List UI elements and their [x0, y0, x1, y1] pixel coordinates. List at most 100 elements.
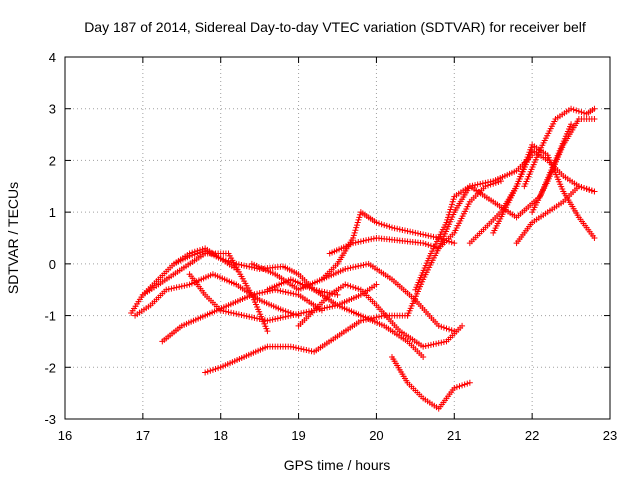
data-point: [316, 306, 323, 313]
data-point: [355, 263, 362, 270]
series-trace-11: [318, 209, 458, 283]
data-point: [407, 228, 414, 235]
data-point: [357, 317, 364, 324]
data-point: [163, 286, 170, 293]
data-point: [207, 367, 214, 374]
data-point: [350, 284, 357, 291]
data-point: [370, 235, 377, 242]
data-point: [305, 347, 312, 354]
data-point: [285, 313, 292, 320]
data-point: [355, 285, 362, 292]
series-trace-20: [529, 116, 598, 216]
data-point: [292, 291, 299, 298]
data-point: [222, 257, 229, 264]
data-point: [351, 229, 358, 236]
data-point: [404, 228, 411, 235]
data-point: [356, 214, 363, 221]
data-point: [295, 345, 302, 352]
data-point: [256, 290, 263, 297]
data-point: [570, 106, 577, 113]
data-point: [459, 322, 466, 329]
y-tick-label: -3: [44, 412, 56, 427]
data-point: [446, 326, 453, 333]
data-point: [482, 179, 489, 186]
data-point: [583, 185, 590, 192]
data-point: [373, 281, 380, 288]
data-point: [425, 232, 432, 239]
data-point: [430, 341, 437, 348]
data-point: [440, 324, 447, 331]
data-point: [383, 222, 390, 229]
data-point: [422, 241, 429, 248]
data-point: [573, 107, 580, 114]
data-point: [241, 262, 248, 269]
plot-frame: [64, 56, 611, 420]
data-point: [427, 233, 434, 240]
data-point: [303, 347, 310, 354]
data-point: [440, 339, 447, 346]
data-point: [168, 285, 175, 292]
data-point: [370, 314, 377, 321]
data-point: [272, 286, 279, 293]
data-point: [280, 288, 286, 295]
x-tick-label: 22: [525, 428, 539, 443]
data-point: [581, 185, 588, 192]
data-point: [420, 343, 427, 350]
data-point: [235, 311, 242, 318]
data-point: [450, 196, 457, 203]
data-point: [329, 303, 336, 310]
data-point: [425, 342, 432, 349]
data-point: [282, 289, 289, 296]
data-point: [222, 308, 229, 315]
data-point: [350, 264, 357, 271]
data-point: [267, 317, 274, 324]
data-point: [220, 307, 227, 314]
data-point: [176, 283, 183, 290]
data-point: [241, 312, 248, 319]
data-point: [277, 314, 284, 321]
data-point: [588, 187, 595, 194]
data-point: [352, 263, 359, 270]
data-point: [342, 281, 349, 288]
data-point: [354, 219, 361, 226]
data-point: [472, 182, 479, 189]
data-point: [274, 287, 281, 294]
y-tick-label: -2: [44, 360, 56, 375]
data-point: [254, 290, 261, 297]
data-point: [352, 239, 359, 246]
data-point: [230, 310, 237, 317]
data-point: [165, 286, 172, 293]
data-point: [181, 282, 188, 289]
data-point: [350, 232, 357, 239]
data-point: [233, 260, 240, 267]
data-point: [414, 230, 421, 237]
data-point: [448, 239, 455, 246]
data-point: [433, 340, 440, 347]
data-point: [264, 317, 271, 324]
data-point: [409, 229, 416, 236]
data-point: [290, 290, 297, 297]
data-point: [591, 188, 598, 195]
data-point: [220, 256, 227, 263]
x-tick-label: 20: [369, 428, 383, 443]
data-point: [466, 379, 473, 386]
series-trace-4: [159, 286, 325, 345]
data-point: [186, 253, 193, 260]
chart-title: Day 187 of 2014, Sidereal Day-to-day VTE…: [84, 19, 586, 35]
data-point: [243, 313, 250, 320]
data-point: [389, 224, 395, 231]
data-point: [298, 345, 305, 352]
y-tick-label: 2: [49, 153, 56, 168]
data-point: [212, 366, 219, 373]
data-point: [243, 263, 250, 270]
data-point: [238, 262, 245, 269]
data-point: [438, 323, 445, 330]
series-trace-13: [389, 353, 473, 412]
y-tick-label: 3: [49, 102, 56, 117]
data-point: [259, 289, 266, 296]
data-point: [474, 181, 481, 188]
data-point: [202, 369, 209, 376]
data-point: [451, 240, 458, 247]
